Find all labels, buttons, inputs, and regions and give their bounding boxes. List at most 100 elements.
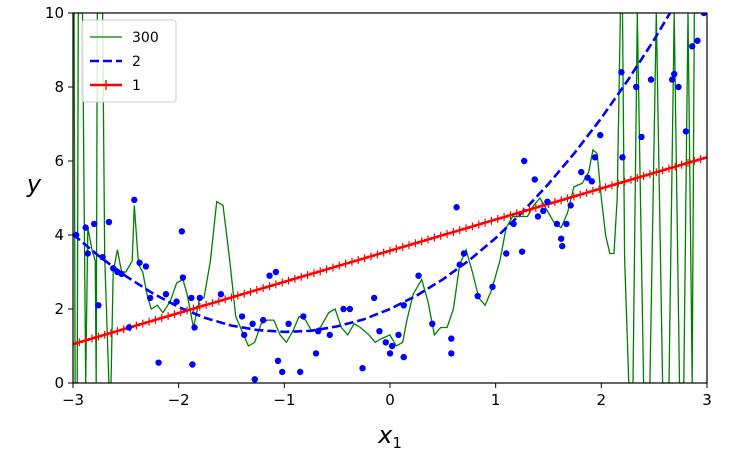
- data-point: [359, 365, 366, 372]
- legend-swatch-1: [90, 80, 122, 90]
- data-point: [460, 250, 468, 257]
- linear-marker: [493, 214, 502, 223]
- data-point: [84, 250, 91, 257]
- data-point: [162, 291, 170, 298]
- data-point: [510, 220, 517, 228]
- linear-marker: [347, 257, 356, 266]
- y-axis-label: y: [26, 170, 42, 198]
- linear-marker: [487, 216, 496, 225]
- data-point: [557, 235, 565, 242]
- linear-marker: [430, 233, 439, 242]
- data-point: [95, 302, 102, 309]
- y-tick-label: 6: [54, 152, 64, 170]
- data-point: [188, 294, 195, 302]
- linear-marker: [525, 205, 534, 214]
- linear-marker: [252, 285, 261, 294]
- data-point: [125, 324, 133, 331]
- linear-marker: [392, 244, 401, 253]
- data-point: [448, 350, 455, 357]
- data-point: [118, 270, 125, 278]
- data-point: [90, 220, 98, 228]
- linear-marker: [221, 295, 230, 304]
- linear-marker: [265, 282, 274, 291]
- data-point: [700, 13, 707, 17]
- data-point: [534, 213, 542, 220]
- data-point: [274, 357, 282, 364]
- linear-marker: [271, 280, 280, 289]
- linear-marker: [462, 224, 471, 233]
- data-point: [131, 196, 138, 204]
- linear-marker: [366, 252, 375, 261]
- linear-marker: [449, 228, 458, 237]
- linear-marker: [550, 198, 559, 207]
- linear-marker: [658, 166, 667, 175]
- points-layer: [73, 13, 707, 383]
- data-point: [266, 272, 273, 279]
- x-tick-label: 3: [702, 391, 712, 409]
- data-point: [448, 335, 455, 342]
- data-point: [520, 157, 528, 165]
- linear-marker: [88, 334, 97, 343]
- linear-marker: [500, 213, 509, 222]
- data-point: [173, 298, 180, 305]
- linear-marker: [145, 317, 154, 326]
- linear-marker: [176, 308, 185, 317]
- linear-marker: [696, 155, 705, 164]
- linear-marker: [639, 171, 648, 180]
- linear-marker: [373, 250, 382, 259]
- linear-marker: [75, 338, 84, 347]
- data-point: [694, 37, 701, 44]
- x-tick-label: −3: [62, 391, 84, 409]
- linear-marker: [151, 315, 160, 324]
- linear-marker: [94, 332, 103, 341]
- data-point: [584, 174, 591, 181]
- linear-marker: [557, 196, 566, 205]
- linear-marker: [531, 203, 540, 212]
- data-point: [189, 361, 196, 368]
- data-point: [400, 353, 407, 361]
- linear-marker: [303, 271, 312, 280]
- linear-marker: [379, 248, 388, 257]
- legend-label-1: 1: [132, 78, 141, 94]
- data-point: [382, 339, 389, 346]
- data-point: [682, 128, 690, 135]
- linear-marker: [208, 299, 217, 308]
- linear-marker: [107, 328, 116, 337]
- legend-label-300: 300: [132, 30, 159, 46]
- linear-marker: [316, 267, 325, 276]
- linear-marker: [335, 261, 344, 270]
- data-point: [300, 313, 307, 320]
- data-point: [559, 242, 566, 250]
- linear-marker: [671, 162, 680, 171]
- data-point: [272, 268, 280, 276]
- data-point: [370, 294, 378, 302]
- data-point: [567, 202, 574, 209]
- data-point: [340, 305, 347, 313]
- data-point: [540, 207, 547, 215]
- linear-marker: [113, 327, 122, 336]
- linear-marker: [214, 297, 223, 306]
- linear-marker: [595, 185, 604, 194]
- linear-marker: [164, 312, 173, 321]
- linear-marker: [633, 173, 642, 182]
- data-point: [191, 324, 198, 331]
- linear-marker: [309, 269, 318, 278]
- series-line-2: [73, 13, 672, 334]
- data-point: [105, 218, 113, 226]
- data-point: [240, 331, 248, 339]
- x-axis-label-base: x: [377, 421, 393, 449]
- linear-marker: [443, 229, 452, 238]
- x-tick-label: 0: [385, 391, 395, 409]
- data-point: [249, 320, 256, 327]
- linear-marker: [576, 190, 585, 199]
- data-point: [178, 228, 186, 235]
- data-point: [619, 154, 626, 161]
- legend-label-2: 2: [132, 54, 141, 70]
- linear-marker: [411, 239, 420, 248]
- data-point: [671, 70, 678, 78]
- linear-marker: [202, 300, 211, 309]
- y-tick-label: 0: [54, 374, 64, 392]
- data-point: [591, 154, 599, 161]
- linear-marker: [138, 319, 147, 328]
- linear-marker: [563, 194, 572, 203]
